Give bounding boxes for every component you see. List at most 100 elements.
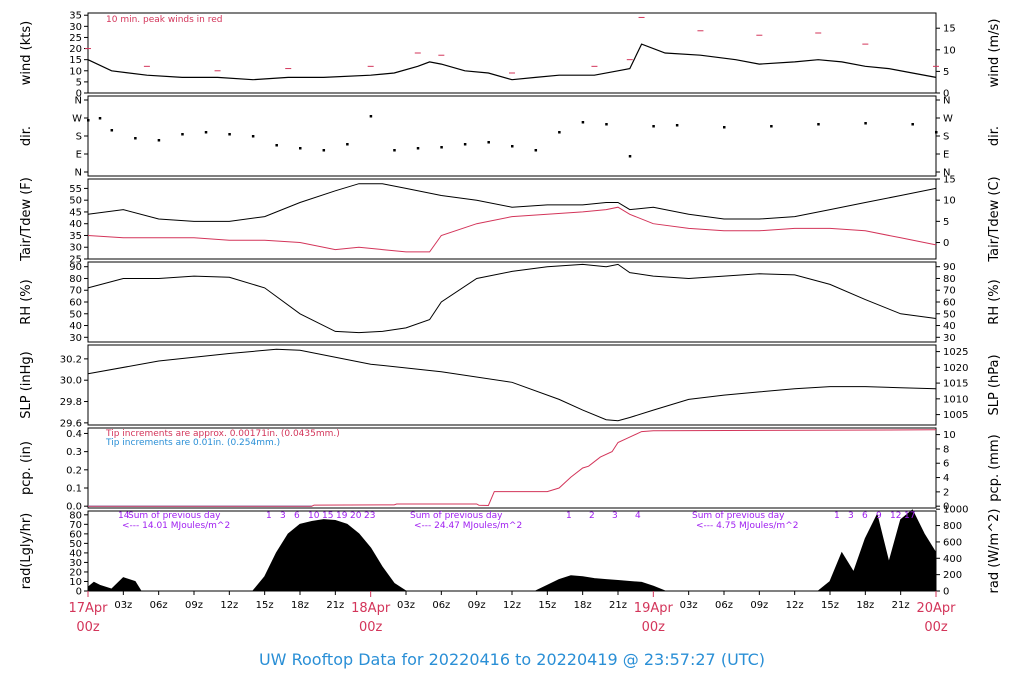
x-tick-label: 09z xyxy=(468,600,486,611)
rad-hour-mark: 2 xyxy=(589,511,595,521)
y-tick-label: 80 xyxy=(943,274,956,285)
y-tick-label: 60 xyxy=(69,298,82,309)
y-tick-label: 30 xyxy=(69,333,82,344)
y-tick-label: 400 xyxy=(943,554,962,565)
x-tick-label: 18z xyxy=(574,600,592,611)
x-tick-label: 12z xyxy=(786,600,804,611)
precip-red-gauge-line xyxy=(88,429,937,507)
direction-point xyxy=(110,129,114,132)
y-tick-label: 25 xyxy=(69,255,82,266)
x-tick-label: 18z xyxy=(291,600,309,611)
y-tick-label: 40 xyxy=(943,321,956,332)
y-tick-label: 6 xyxy=(943,459,949,470)
x-tick-label: 03z xyxy=(680,600,698,611)
rad-hour-mark: 9 xyxy=(876,511,882,521)
direction-point xyxy=(817,123,820,126)
y-tick-label: W xyxy=(72,114,82,125)
y-tick-label: 55 xyxy=(69,184,82,195)
precip-note-red: Tip increments are approx. 0.00171in. (0… xyxy=(105,429,340,439)
y-tick-label: 60 xyxy=(69,529,82,540)
x-tick-label: 21z xyxy=(326,600,344,611)
panel-frame-temp xyxy=(87,178,937,260)
y-tick-label: E xyxy=(76,150,82,161)
solar-radiation-area xyxy=(87,509,937,592)
x-tick-label: 21z xyxy=(609,600,627,611)
rad-hour-mark: 17 xyxy=(904,511,915,521)
y-tick-label: 1005 xyxy=(943,410,968,421)
y-tick-label: 90 xyxy=(943,262,956,273)
rad-hour-mark: 3 xyxy=(280,511,286,521)
rad-hour-mark: 15 xyxy=(322,511,333,521)
direction-point xyxy=(463,143,467,146)
y-tick-label: 25 xyxy=(69,33,82,44)
x-tick-label: 18z xyxy=(856,600,874,611)
direction-point xyxy=(652,125,655,128)
dir-left-axis-label: dir. xyxy=(19,126,34,146)
y-tick-label: 1000 xyxy=(943,505,968,516)
rad-sum-value: <--- 14.01 MJoules/m^2 xyxy=(122,521,230,531)
y-tick-label: 30.2 xyxy=(60,354,82,365)
x-tick-label: 21z xyxy=(892,600,910,611)
y-tick-label: 10 xyxy=(943,45,956,56)
x-tick-label: 12z xyxy=(220,600,238,611)
rad-hour-mark: 3 xyxy=(848,511,854,521)
rad-left-axis-label: rad(Lgly/hr) xyxy=(19,513,34,589)
rad-sum-heading: Sum of previous day xyxy=(410,511,503,521)
y-tick-label: 1020 xyxy=(943,363,968,374)
x-tick-label: 09z xyxy=(185,600,203,611)
direction-point xyxy=(911,123,914,126)
rad-hour-mark: 23 xyxy=(364,511,375,521)
y-tick-label: 8 xyxy=(943,444,949,455)
y-tick-label: 40 xyxy=(69,548,82,559)
y-tick-label: N xyxy=(943,168,950,179)
day-label-time: 00z xyxy=(359,620,383,635)
slp-right-axis-label: SLP (hPa) xyxy=(987,354,1002,415)
direction-point xyxy=(605,123,608,126)
dewpoint-line xyxy=(87,206,937,253)
direction-point xyxy=(346,143,349,146)
direction-point xyxy=(251,135,255,138)
y-tick-label: 5 xyxy=(76,77,82,88)
direction-point xyxy=(299,147,302,150)
y-tick-label: 5 xyxy=(943,217,949,228)
y-tick-label: N xyxy=(943,96,950,107)
y-tick-label: 600 xyxy=(943,537,962,548)
y-tick-label: 15 xyxy=(69,55,82,66)
x-tick-label: 09z xyxy=(750,600,768,611)
sea-level-pressure-line xyxy=(87,348,937,422)
y-tick-label: 50 xyxy=(69,196,82,207)
direction-point xyxy=(322,149,326,152)
rad-day-marker: 14 xyxy=(118,511,130,521)
direction-point xyxy=(87,119,90,122)
y-tick-label: 45 xyxy=(69,207,82,218)
direction-point xyxy=(393,149,396,152)
y-tick-label: 1025 xyxy=(943,347,968,358)
y-tick-label: E xyxy=(943,150,949,161)
day-label-time: 00z xyxy=(642,620,666,635)
panel-frame-wind xyxy=(87,12,937,94)
y-tick-label: 60 xyxy=(943,298,956,309)
y-tick-label: 0 xyxy=(943,502,949,513)
direction-point xyxy=(534,149,538,152)
rad-hour-mark: 6 xyxy=(294,511,300,521)
pcp-right-axis-label: pcp. (mm) xyxy=(987,434,1002,501)
direction-point xyxy=(181,133,184,136)
y-tick-label: 20 xyxy=(69,44,82,55)
rad-hour-mark: 6 xyxy=(862,511,868,521)
panel-frame-dir xyxy=(87,95,937,177)
y-tick-label: 10 xyxy=(943,196,956,207)
day-label-time: 00z xyxy=(924,620,948,635)
y-tick-label: 40 xyxy=(69,219,82,230)
y-tick-label: 200 xyxy=(943,570,962,581)
direction-point xyxy=(723,126,726,129)
y-tick-label: 50 xyxy=(69,309,82,320)
day-label-time: 00z xyxy=(76,620,100,635)
y-tick-label: 0 xyxy=(76,89,82,100)
x-tick-label: 15z xyxy=(256,600,274,611)
temp-right-axis-label: Tair/Tdew (C) xyxy=(987,176,1002,262)
y-tick-label: 1010 xyxy=(943,394,968,405)
y-tick-label: 800 xyxy=(943,521,962,532)
wind-speed-line xyxy=(87,43,937,81)
y-tick-label: S xyxy=(943,132,949,143)
